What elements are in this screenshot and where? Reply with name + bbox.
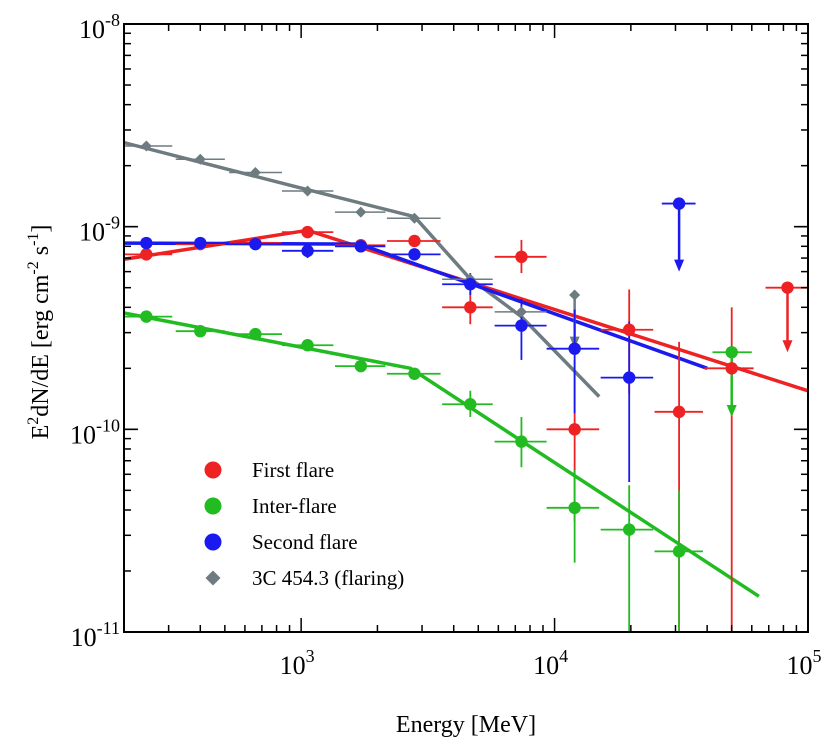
- x-axis-tick-labels: 103 104 105: [280, 646, 822, 680]
- x-tick-label-exponent: 5: [813, 646, 822, 666]
- 3c-454-3-flaring-point: [355, 206, 367, 218]
- y-tick-label-base: 10: [79, 15, 105, 44]
- x-tick-label-exponent: 4: [559, 646, 568, 666]
- plot-frame: [123, 23, 809, 633]
- first-flare-point: [408, 234, 421, 248]
- first-flare-point: [464, 301, 477, 314]
- second-flare-point: [194, 236, 207, 250]
- 3c-454-3-flaring-point: [569, 289, 581, 301]
- y-title-superscript: -1: [25, 233, 42, 246]
- error-bars: [124, 145, 808, 632]
- y-axis-ticks: [124, 23, 808, 633]
- x-tick-label-exponent: 3: [306, 646, 315, 666]
- inter-flare-point: [408, 367, 421, 380]
- legend-marker-inter-flare: [204, 497, 222, 515]
- y-tick-label-base: 10: [79, 218, 105, 247]
- data-markers: [140, 140, 794, 558]
- 3c-454-3-flaring-model-line: [123, 140, 601, 398]
- inter-flare-point: [464, 398, 477, 411]
- y-tick-label-exponent: -10: [96, 415, 120, 435]
- y-title-part: s: [28, 246, 54, 261]
- second-flare-point: [301, 244, 314, 258]
- y-tick-label: 10-8: [79, 10, 120, 44]
- y-title-superscript: 2: [25, 417, 42, 425]
- first-flare-upper-limit-arrow: [782, 340, 793, 353]
- first-flare-point: [140, 248, 153, 261]
- inter-flare-point: [301, 339, 314, 352]
- 3c-454-3-flaring-point: [302, 185, 314, 197]
- inter-flare-point: [194, 324, 207, 338]
- second-flare-point: [515, 319, 528, 332]
- inter-flare-point: [249, 327, 262, 341]
- y-title-part: dN/dE [erg cm: [28, 274, 54, 417]
- y-tick-label-base: 10: [70, 420, 96, 449]
- y-tick-label-exponent: -11: [97, 618, 120, 638]
- y-tick-label-base: 10: [71, 623, 97, 652]
- y-title-part: ]: [28, 225, 54, 233]
- legend: First flare Inter-flare Second flare 3C 454…: [204, 458, 404, 590]
- second-flare-point: [354, 240, 368, 253]
- x-tick-label: 105: [787, 646, 822, 680]
- second-flare-point: [568, 342, 581, 355]
- legend-label-3c-454-3-flaring: 3C 454.3 (flaring): [252, 566, 404, 590]
- inter-flare-point: [354, 359, 368, 373]
- 3c-454-3-flaring-point: [408, 212, 420, 224]
- inter-flare-point: [568, 501, 581, 515]
- second-flare-point: [672, 197, 686, 210]
- first-flare-point: [781, 281, 794, 294]
- inter-flare-upper-limit-arrow: [726, 405, 737, 418]
- first-flare-point: [568, 423, 581, 436]
- y-tick-label-exponent: -8: [105, 10, 120, 30]
- x-tick-label: 103: [280, 646, 315, 680]
- 3c-454-3-flaring-point: [249, 167, 261, 179]
- x-tick-label-base: 10: [533, 651, 559, 680]
- y-axis-title: E2dN/dE [erg cm-2 s-1]: [25, 225, 54, 440]
- y-tick-label: 10-11: [71, 618, 120, 652]
- first-flare-point: [622, 323, 636, 336]
- inter-flare-point: [622, 523, 636, 536]
- inter-flare-point: [140, 310, 153, 323]
- y-title-part: E: [28, 425, 54, 440]
- y-title-superscript: -2: [25, 261, 42, 274]
- inter-flare-model-line: [123, 311, 760, 598]
- y-tick-label-exponent: -9: [105, 213, 120, 233]
- legend-marker-3c-454-3-flaring: [205, 570, 221, 586]
- x-tick-label-base: 10: [787, 651, 813, 680]
- legend-label-first-flare: First flare: [252, 458, 334, 482]
- inter-flare-point: [672, 545, 686, 558]
- first-flare-point: [672, 405, 686, 419]
- first-flare-point: [515, 250, 528, 264]
- 3c-454-3-flaring-point: [515, 306, 527, 318]
- second-flare-point: [408, 248, 421, 261]
- second-flare-point: [249, 237, 262, 251]
- second-flare-model-line: [123, 241, 708, 370]
- legend-label-second-flare: Second flare: [252, 530, 358, 554]
- 3c-454-3-flaring-point: [140, 140, 152, 152]
- model-lines: [123, 140, 809, 598]
- y-tick-label: 10-9: [79, 213, 120, 247]
- x-tick-label-base: 10: [280, 651, 306, 680]
- legend-label-inter-flare: Inter-flare: [252, 494, 337, 518]
- legend-marker-first-flare: [204, 461, 222, 479]
- second-flare-point: [622, 371, 636, 384]
- x-axis-title: Energy [MeV]: [396, 712, 536, 738]
- inter-flare-point: [515, 435, 528, 448]
- inter-flare-point: [725, 346, 738, 359]
- first-flare-point: [725, 362, 738, 375]
- x-axis-ticks: [123, 24, 809, 632]
- second-flare-point: [140, 236, 153, 250]
- y-tick-label: 10-10: [70, 415, 120, 449]
- second-flare-point: [464, 278, 477, 291]
- x-tick-label: 104: [533, 646, 568, 680]
- 3c-454-3-flaring-point: [194, 153, 206, 165]
- second-flare-upper-limit-arrow: [674, 259, 685, 272]
- first-flare-point: [301, 225, 314, 239]
- legend-marker-second-flare: [204, 533, 222, 551]
